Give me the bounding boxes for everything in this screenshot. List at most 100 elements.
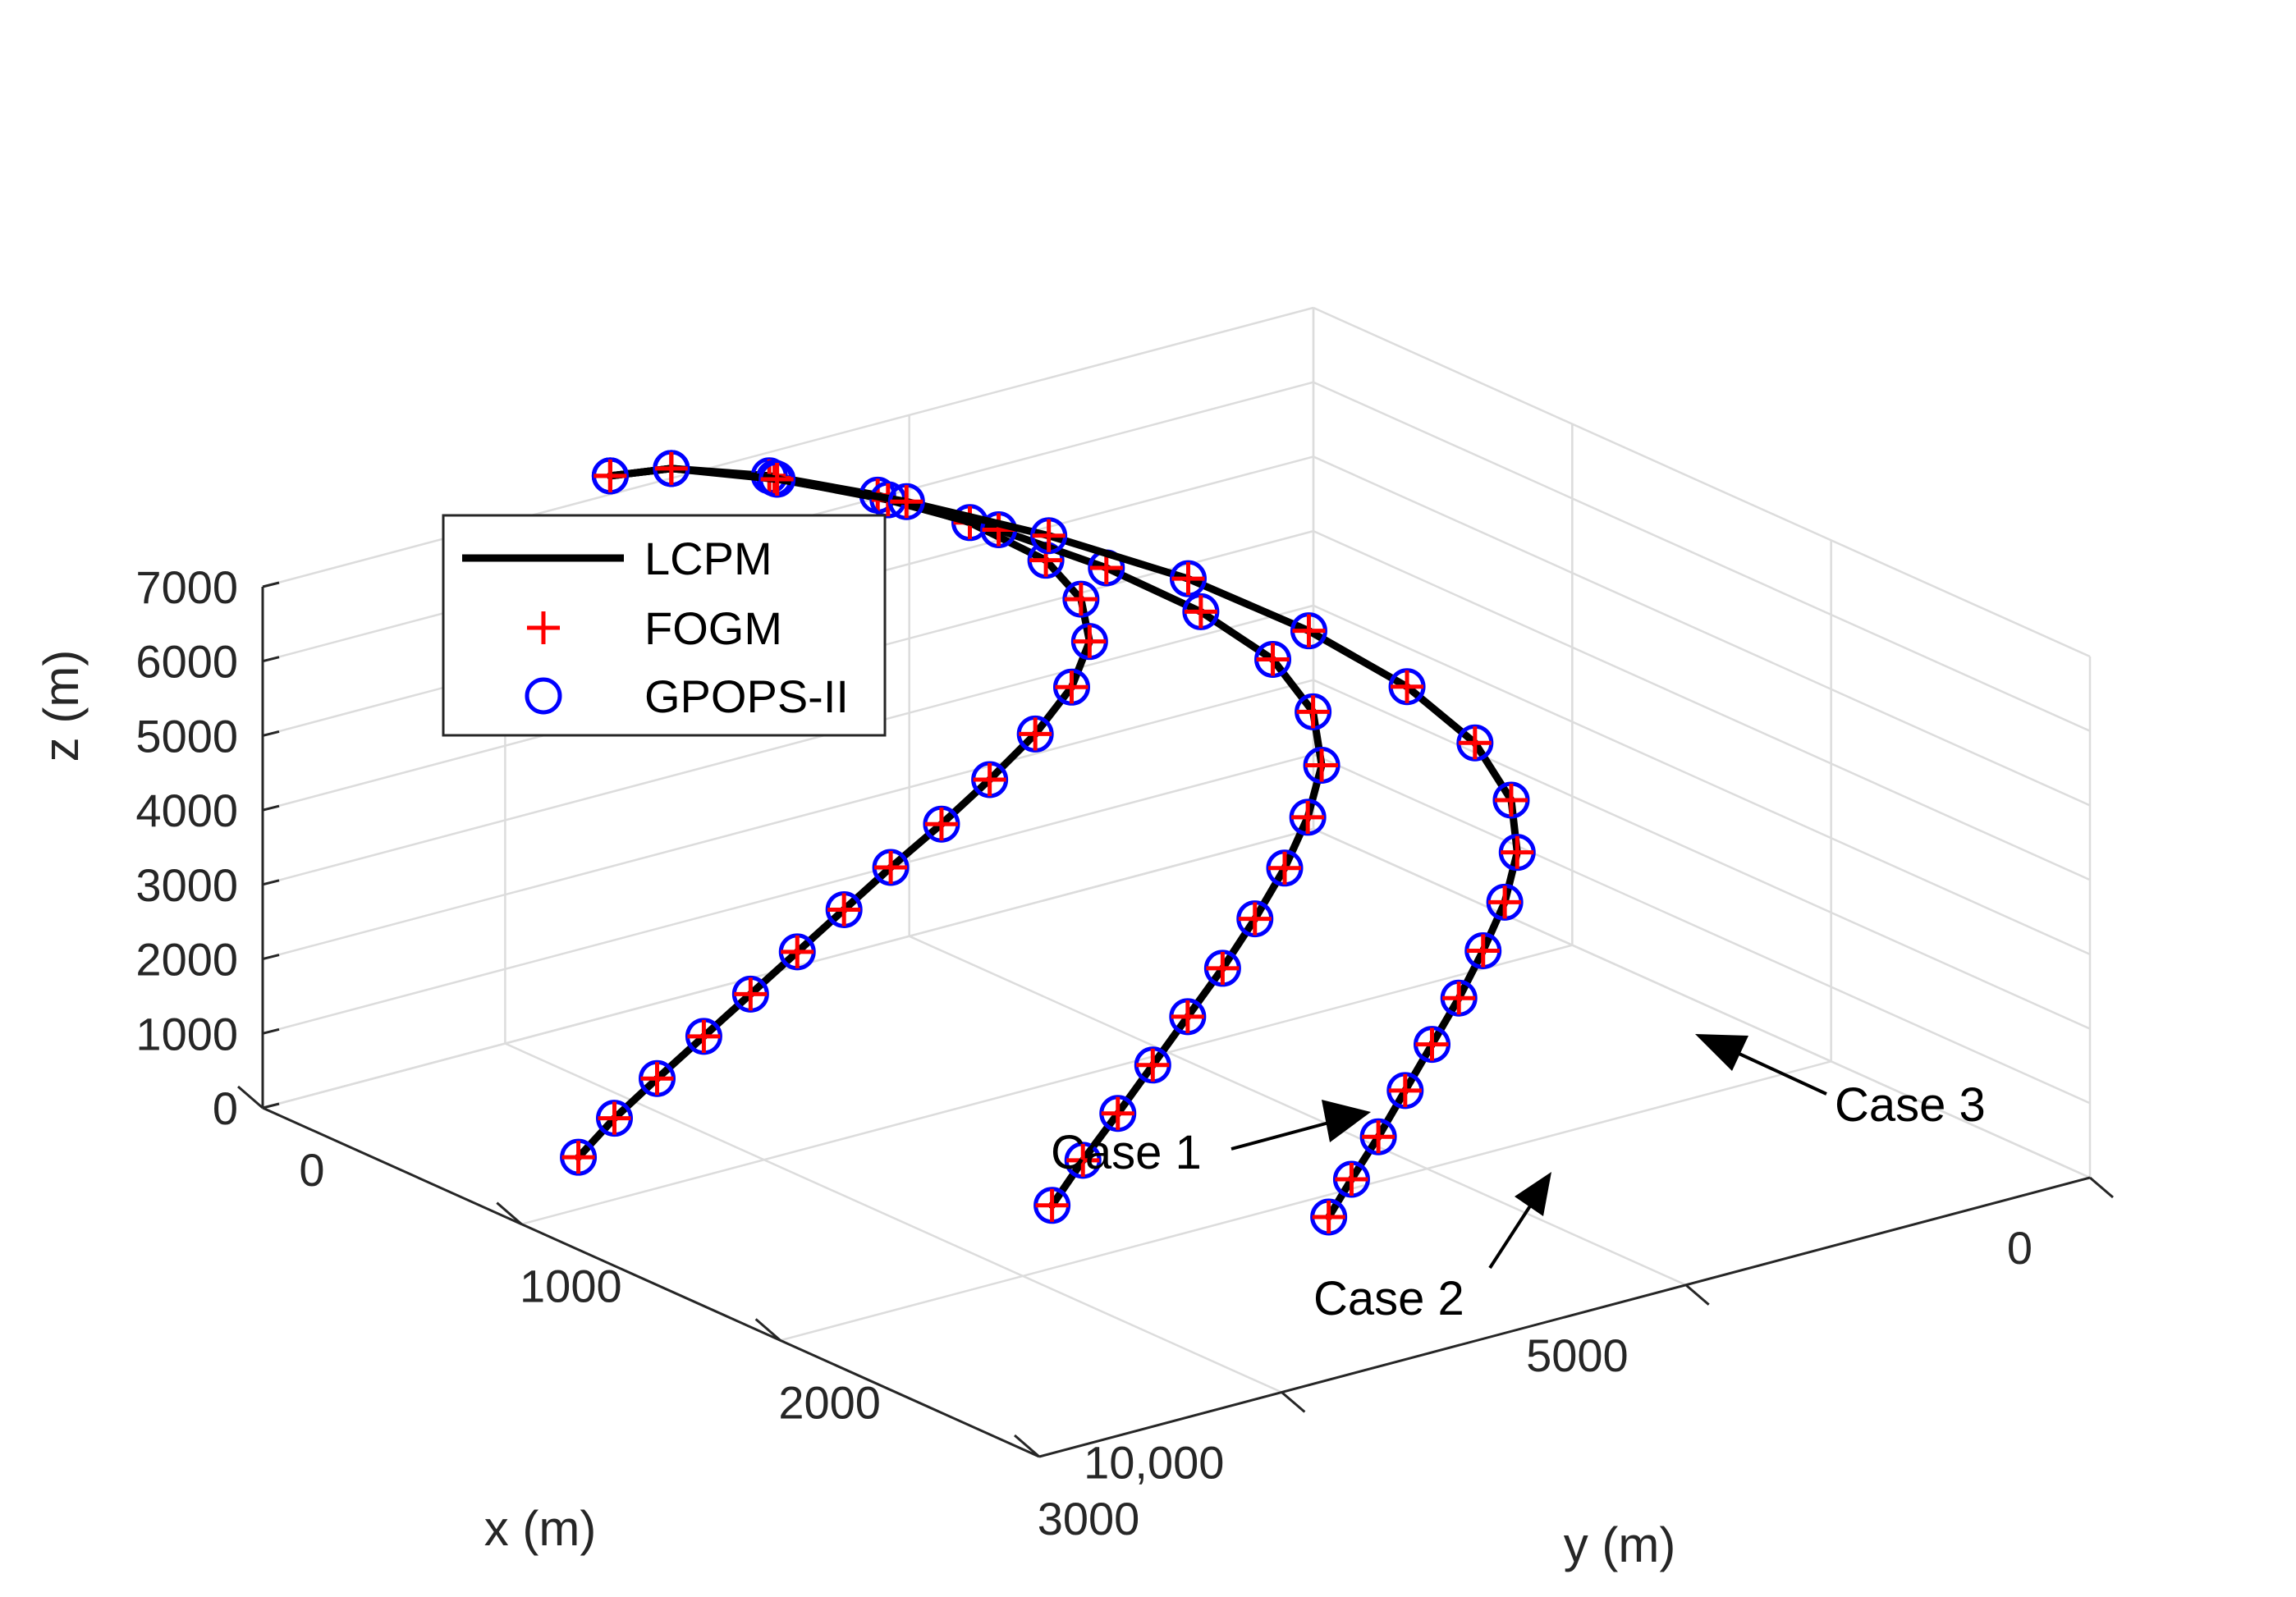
fogm-marker bbox=[561, 1141, 595, 1174]
z-tick-label: 2000 bbox=[135, 934, 238, 986]
z-tick-label: 5000 bbox=[135, 710, 238, 762]
fogm-marker bbox=[1312, 1200, 1345, 1233]
fogm-marker bbox=[1442, 982, 1476, 1015]
z-tick bbox=[262, 730, 280, 737]
grid-line bbox=[262, 827, 1314, 1110]
fogm-marker bbox=[1066, 1143, 1100, 1177]
z-tick-label: 7000 bbox=[135, 561, 238, 613]
grid-line bbox=[1313, 827, 2091, 1179]
y-tick-label: 0 bbox=[299, 1144, 324, 1196]
fogm-marker bbox=[1267, 851, 1301, 885]
fogm-marker bbox=[734, 977, 768, 1011]
grid-line bbox=[1313, 753, 2091, 1105]
fogm-marker bbox=[1055, 670, 1088, 704]
fogm-marker bbox=[1256, 643, 1290, 676]
fogm-marker bbox=[1494, 783, 1528, 817]
y-axis-line bbox=[262, 1106, 1040, 1458]
z-tick bbox=[262, 804, 280, 812]
fogm-marker bbox=[1362, 1120, 1395, 1154]
z-tick bbox=[262, 879, 280, 886]
fogm-marker bbox=[1032, 519, 1066, 552]
fogm-marker bbox=[1388, 1073, 1422, 1107]
fogm-marker bbox=[593, 459, 627, 492]
fogm-marker bbox=[640, 1062, 674, 1096]
grid-line bbox=[1313, 306, 2091, 658]
fogm-marker bbox=[1458, 726, 1492, 760]
arrow-case-2 bbox=[1488, 1172, 1551, 1270]
annotation-case-3: Case 3 bbox=[1835, 1078, 1986, 1132]
fogm-marker bbox=[1136, 1048, 1170, 1082]
fogm-marker bbox=[827, 893, 861, 927]
fogm-marker bbox=[1501, 835, 1534, 869]
grid-line bbox=[780, 1060, 1831, 1342]
fogm-marker bbox=[890, 485, 923, 519]
fogm-marker bbox=[598, 1101, 631, 1135]
fogm-marker bbox=[687, 1019, 721, 1053]
arrow-case-3 bbox=[1695, 1034, 1827, 1096]
fogm-marker bbox=[1171, 562, 1205, 596]
fogm-marker bbox=[1184, 595, 1217, 629]
fogm-marker bbox=[973, 763, 1006, 797]
annotation-case-2: Case 2 bbox=[1313, 1272, 1464, 1325]
z-tick-label: 3000 bbox=[135, 859, 238, 911]
fogm-marker bbox=[760, 463, 794, 496]
x-tick-label: 10,000 bbox=[1084, 1437, 1224, 1489]
x-tick-label: 0 bbox=[2007, 1222, 2032, 1274]
legend-box bbox=[442, 514, 887, 737]
z-tick bbox=[262, 1027, 280, 1035]
y-axis-label: y (m) bbox=[1564, 1517, 1676, 1572]
y-tick-label: 2000 bbox=[778, 1376, 881, 1428]
z-tick bbox=[262, 581, 280, 588]
x-tick bbox=[2089, 1176, 2114, 1199]
fogm-marker bbox=[1291, 800, 1325, 834]
fogm-marker bbox=[1206, 951, 1240, 985]
fogm-marker bbox=[1238, 902, 1272, 936]
grid-line bbox=[1313, 381, 2091, 732]
fogm-marker bbox=[1064, 583, 1098, 616]
z-tick-label: 1000 bbox=[135, 1008, 238, 1059]
fogm-marker bbox=[1171, 1000, 1204, 1033]
y-tick-label: 3000 bbox=[1038, 1493, 1140, 1544]
z-tick bbox=[262, 656, 280, 663]
y-tick bbox=[754, 1318, 781, 1342]
fogm-marker bbox=[874, 850, 908, 884]
fogm-marker bbox=[1305, 748, 1339, 782]
fogm-marker bbox=[1335, 1163, 1368, 1197]
grid-line bbox=[1313, 530, 2091, 881]
x-axis-label: x (m) bbox=[484, 1501, 597, 1556]
fogm-marker bbox=[1035, 1188, 1069, 1222]
grid-line bbox=[909, 935, 1687, 1286]
fogm-marker bbox=[781, 935, 814, 968]
fogm-marker bbox=[1073, 625, 1107, 658]
series-layer bbox=[560, 450, 1536, 1236]
legend-label-lcpm: LCPM bbox=[644, 533, 772, 584]
x-tick bbox=[1281, 1391, 1306, 1413]
fogm-marker bbox=[654, 451, 688, 485]
axes-layer: 0 1000 2000 3000 4000 5000 6000 7000 0 5000 10,000… bbox=[135, 561, 2114, 1544]
grid-line bbox=[262, 604, 1314, 886]
fogm-marker bbox=[1292, 614, 1326, 647]
y-tick bbox=[1014, 1434, 1040, 1458]
annotation-arrows bbox=[1230, 1034, 1827, 1270]
fogm-marker bbox=[924, 808, 958, 841]
z-axis-label: z (m) bbox=[34, 650, 89, 762]
legend-plus-swatch bbox=[527, 611, 560, 644]
y-tick-label: 1000 bbox=[520, 1261, 622, 1312]
z-tick-label: 0 bbox=[213, 1082, 238, 1134]
x-tick bbox=[1684, 1284, 1710, 1306]
x-tick-label: 5000 bbox=[1526, 1329, 1629, 1381]
grid-line bbox=[1313, 679, 2091, 1030]
arrow-case-1 bbox=[1230, 1100, 1371, 1151]
grid-line bbox=[1313, 455, 2091, 807]
z-tick-label: 6000 bbox=[135, 636, 238, 688]
z-tick-label: 4000 bbox=[135, 785, 238, 836]
fogm-marker bbox=[1101, 1096, 1134, 1130]
fogm-marker bbox=[1019, 717, 1052, 751]
grid-line bbox=[262, 679, 1314, 960]
fogm-marker bbox=[1391, 670, 1424, 703]
grid-line bbox=[504, 1042, 1282, 1393]
series-3 bbox=[591, 450, 1536, 1236]
grid-line bbox=[262, 306, 1314, 588]
legend-label-gpops: GPOPS-II bbox=[644, 670, 849, 722]
